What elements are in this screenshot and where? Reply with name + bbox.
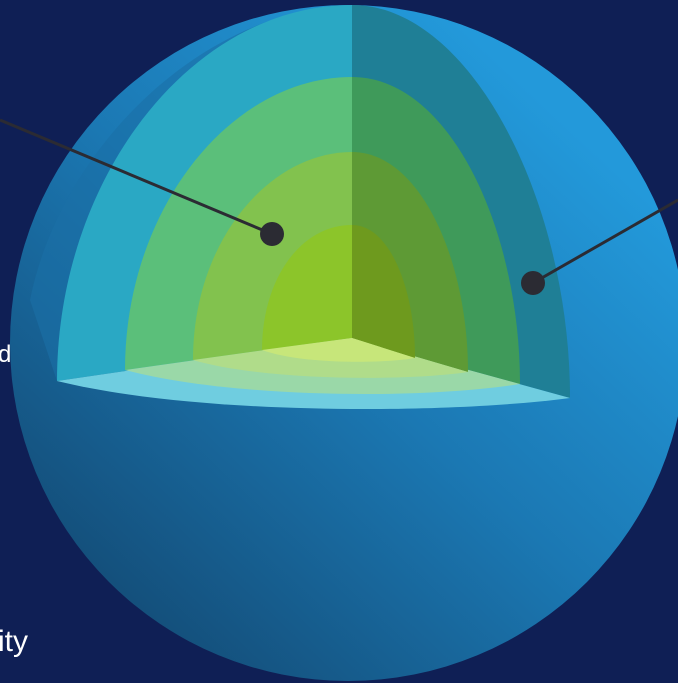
inner-core-right-face — [352, 225, 415, 358]
inner-core-cut-plane — [262, 338, 415, 362]
label: ity — [0, 625, 28, 658]
pointer-line — [532, 198, 678, 285]
pointer-line — [0, 118, 273, 236]
label: d — [0, 341, 11, 368]
pointer-dot — [260, 222, 284, 246]
inner-core-left-face — [262, 225, 352, 350]
pointer-dot — [521, 271, 545, 295]
